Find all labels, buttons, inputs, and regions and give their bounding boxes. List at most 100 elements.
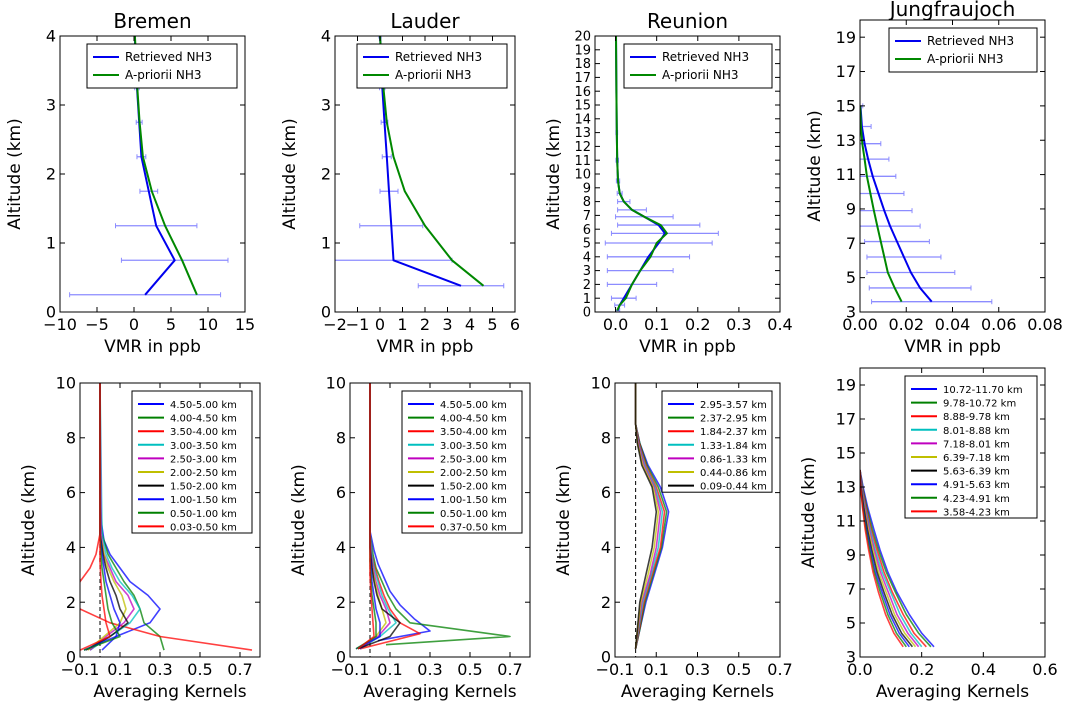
chart-panel-1: −10 −5 0 5 10 15 0 1 2 3 4 Bremen VMR in ppb Altitude…: [5, 9, 255, 357]
y-tick-label: 19: [836, 28, 856, 47]
series-line-7: [634, 383, 658, 649]
x-tick-label: −0.1: [596, 660, 635, 679]
legend-entry-label: 3.00-3.50 km: [170, 441, 237, 452]
legend-entry-label: Retrieved NH3: [662, 50, 749, 64]
legend: Retrieved NH3 A-priorii NH3: [86, 43, 238, 89]
y-axis-label: Altitude (km): [5, 118, 25, 230]
series-line-10: [357, 383, 375, 650]
chart-panel-7: −0.1 0.1 0.3 0.5 0.7 0 2 4 6 8 10 Averaging Kernels…: [554, 374, 793, 702]
y-tick-label: 4: [66, 538, 76, 557]
x-tick-label: 2: [420, 315, 430, 334]
y-tick-label: 3: [321, 96, 331, 115]
x-tick-label: 0.3: [726, 315, 751, 334]
y-tick-label: 4: [321, 27, 331, 46]
y-tick-label: 8: [336, 428, 346, 447]
y-tick-label: 1: [321, 234, 331, 253]
legend: Retrieved NH3 A-priorii NH3: [356, 43, 508, 89]
legend-entry-label: 3.50-4.00 km: [440, 427, 507, 438]
legend-entry-label: 4.23-4.91 km: [943, 494, 1010, 505]
series-line-7: [85, 383, 129, 651]
y-tick-label: 0: [336, 648, 346, 667]
y-tick-label: 11: [836, 165, 856, 184]
legend: 10.72-11.70 km 9.78-10.72 km 8.88-9.78 km 8…: [904, 375, 1038, 519]
x-tick-label: −5: [85, 315, 109, 334]
chart-title: Lauder: [390, 9, 460, 33]
y-tick-label: 0: [46, 303, 56, 322]
y-tick-label: 6: [66, 483, 76, 502]
legend-entry-label: 2.95-3.57 km: [700, 400, 767, 411]
legend: Retrieved NH3 A-priorii NH3: [888, 27, 1038, 73]
y-tick-label: 17: [836, 62, 856, 81]
legend-entry-label: 5.63-6.39 km: [943, 467, 1010, 478]
y-axis-label: Altitude (km): [805, 110, 825, 222]
y-tick-label: 2: [336, 593, 346, 612]
y-axis-label: Altitude (km): [554, 464, 574, 576]
legend-entry-label: 1.00-1.50 km: [440, 495, 507, 506]
legend-entry-label: 0.09-0.44 km: [700, 482, 767, 493]
y-tick-label: 0: [601, 648, 611, 667]
legend-entry-label: A-priorii NH3: [395, 68, 472, 82]
legend-entry-label: 0.44-0.86 km: [700, 468, 767, 479]
y-tick-label: 6: [601, 483, 611, 502]
legend-entry-label: A-priorii NH3: [125, 68, 202, 82]
legend-entry-label: 2.00-2.50 km: [440, 468, 507, 479]
chart-panel-5: −0.1 0.1 0.3 0.5 0.7 0 2 4 6 8 10 Averaging Kernels…: [19, 374, 261, 702]
y-axis-label: Altitude (km): [289, 464, 309, 576]
chart-panel-3: 0.0 0.1 0.2 0.3 0.40123456789101112131415161…: [544, 9, 793, 357]
axes-frame: [859, 367, 1046, 658]
x-tick-label: 0.4: [971, 660, 996, 679]
legend-entry-label: 9.78-10.72 km: [943, 399, 1016, 410]
x-tick-label: 0.1: [644, 315, 669, 334]
y-tick-label: 3: [46, 96, 56, 115]
legend-entry-label: 10.72-11.70 km: [943, 385, 1023, 396]
y-tick-label: 10: [591, 374, 611, 393]
legend-entry-label: 0.86-1.33 km: [700, 454, 767, 465]
x-tick-label: 0.4: [767, 315, 792, 334]
x-axis-label: VMR in ppb: [904, 337, 1001, 357]
y-tick-label: 15: [836, 96, 856, 115]
x-tick-label: 0: [375, 315, 385, 334]
chart-panel-4: 0.00 0.02 0.04 0.06 0.08 3 5 7 9 11 13 15 17 19 Jungfr…: [805, 0, 1063, 357]
y-tick-label: 13: [836, 131, 856, 150]
y-axis-label: Altitude (km): [19, 464, 39, 576]
series-line-9: [355, 383, 377, 650]
legend: 4.50-5.00 km 4.00-4.50 km 3.50-4.00 km 3.00…: [401, 390, 523, 534]
x-tick-label: 0.0: [603, 315, 628, 334]
legend-entry-label: 1.00-1.50 km: [170, 495, 237, 506]
legend-entry-label: 3.58-4.23 km: [943, 507, 1010, 518]
plot-area: [634, 383, 670, 657]
x-tick-label: 4: [465, 315, 475, 334]
y-tick-label: 10: [326, 374, 346, 393]
legend-entry-label: 7.18-8.01 km: [943, 439, 1010, 450]
legend-entry-label: 0.50-1.00 km: [170, 509, 237, 520]
x-tick-label: 3: [442, 315, 452, 334]
y-tick-label: 5: [846, 614, 856, 633]
series-line-3: [80, 383, 253, 651]
series-line-10: [80, 383, 111, 651]
x-tick-label: 0.00: [842, 315, 878, 334]
legend: 4.50-5.00 km 4.00-4.50 km 3.50-4.00 km 3.00…: [131, 390, 253, 534]
axes-frame: [349, 382, 531, 658]
y-tick-label: 12: [574, 140, 591, 155]
legend-entry-label: 1.50-2.00 km: [170, 482, 237, 493]
y-tick-label: 2: [321, 165, 331, 184]
legend-entry-label: 8.01-8.88 km: [943, 426, 1010, 437]
x-tick-label: 0.7: [227, 660, 252, 679]
series-line-5: [89, 383, 135, 651]
y-tick-label: 19: [836, 376, 856, 395]
y-tick-label: 17: [836, 410, 856, 429]
y-tick-label: 0: [583, 306, 591, 321]
y-tick-label: 15: [574, 99, 591, 114]
legend-entry-label: Retrieved NH3: [125, 50, 212, 64]
legend-entry-label: 2.37-2.95 km: [700, 414, 767, 425]
legend-entry-label: 1.50-2.00 km: [440, 482, 507, 493]
y-tick-label: 9: [846, 546, 856, 565]
y-tick-label: 15: [836, 444, 856, 463]
legend-box: [86, 43, 238, 89]
legend-entry-label: 4.50-5.00 km: [440, 400, 507, 411]
y-tick-label: 2: [46, 165, 56, 184]
legend-entry-label: 3.00-3.50 km: [440, 441, 507, 452]
x-tick-label: 15: [235, 315, 255, 334]
y-tick-label: 16: [574, 85, 591, 100]
